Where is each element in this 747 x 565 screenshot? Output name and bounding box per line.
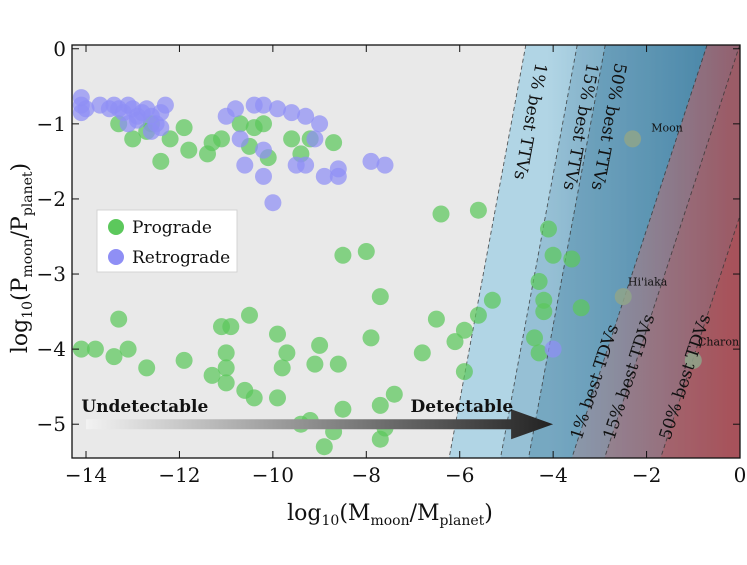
prograde-point [255,115,272,132]
prograde-point [526,329,543,346]
prograde-point [278,344,295,361]
prograde-point [246,389,263,406]
prograde-point [316,438,333,455]
prograde-point [269,389,286,406]
prograde-point [540,221,557,238]
prograde-point [106,348,123,365]
retrograde-point [255,142,272,159]
retrograde-point [227,100,244,117]
prograde-point [274,359,291,376]
prograde-point [269,326,286,343]
retrograde-point [232,130,249,147]
prograde-point [563,251,580,268]
prograde-point [531,273,548,290]
legend-label-prograde: Prograde [132,218,212,238]
moon-annotation-2: Charon [698,335,739,348]
prograde-point [138,359,155,376]
moon-annotation-0: Moon [651,121,683,134]
x-tick-label: −10 [252,463,294,487]
y-tick-label: −4 [37,337,66,361]
retrograde-point [377,157,394,174]
retrograde-point [143,123,160,140]
prograde-point [470,307,487,324]
retrograde-point [255,168,272,185]
y-tick-label: 0 [53,37,66,61]
arrow-left-label: Undetectable [81,397,208,417]
named-moon-point [615,288,632,305]
x-tick-label: −6 [445,463,474,487]
x-axis-title: log10(Mmoon/Mplanet) [287,501,493,529]
x-tick-label: −2 [632,463,661,487]
prograde-point [311,337,328,354]
prograde-point [152,153,169,170]
arrow-right-label: Detectable [411,397,514,417]
prograde-point [363,329,380,346]
retrograde-point [545,341,562,358]
retrograde-point [311,115,328,132]
prograde-point [372,431,389,448]
prograde-point [334,401,351,418]
prograde-point [176,352,193,369]
prograde-point [325,134,342,151]
prograde-point [218,374,235,391]
prograde-point [447,333,464,350]
retrograde-point [120,115,137,132]
x-tick-label: −14 [65,463,107,487]
x-tick-label: −4 [538,463,567,487]
named-moon-point [624,130,641,147]
prograde-point [110,311,127,328]
prograde-point [545,247,562,264]
prograde-point [372,397,389,414]
prograde-point [213,130,230,147]
moon-annotation-1: Hi'iaka [628,275,668,288]
x-tick-label: 0 [734,463,747,487]
prograde-point [180,142,197,159]
prograde-point [330,356,347,373]
prograde-point [358,243,375,260]
retrograde-point [264,194,281,211]
prograde-point [573,299,590,316]
y-tick-label: −3 [37,262,66,286]
prograde-point [372,288,389,305]
y-axis-title: log10(Pmoon/Pplanet) [8,163,36,353]
prograde-point [241,307,258,324]
x-tick-label: −12 [158,463,200,487]
prograde-point [213,318,230,335]
prograde-point [386,386,403,403]
retrograde-point [297,157,314,174]
legend-swatch-retrograde [108,249,124,265]
prograde-point [428,311,445,328]
prograde-point [218,359,235,376]
prograde-point [334,247,351,264]
prograde-point [306,356,323,373]
retrograde-point [73,104,90,121]
retrograde-point [236,157,253,174]
legend-label-retrograde: Retrograde [132,248,230,268]
legend: Prograde Retrograde [97,210,237,272]
prograde-point [176,119,193,136]
prograde-point [456,363,473,380]
legend-swatch-prograde [108,219,124,235]
x-tick-label: −8 [352,463,381,487]
retrograde-point [157,97,174,114]
prograde-point [484,292,501,309]
prograde-point [535,303,552,320]
retrograde-point [330,168,347,185]
y-tick-label: −1 [37,112,66,136]
prograde-point [218,344,235,361]
prograde-point [283,130,300,147]
prograde-point [470,202,487,219]
y-tick-label: −5 [37,412,66,436]
prograde-point [433,206,450,223]
y-tick-label: −2 [37,187,66,211]
retrograde-point [306,130,323,147]
prograde-point [414,344,431,361]
